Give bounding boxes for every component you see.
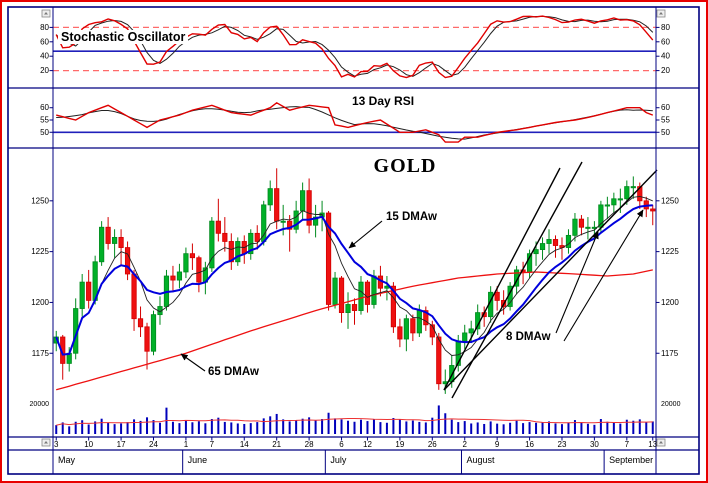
scroll-box-icon[interactable] xyxy=(656,9,666,18)
y-tick-label: 20 xyxy=(661,66,670,75)
price-panel xyxy=(53,161,658,399)
day-tick-label: 19 xyxy=(395,440,404,449)
ma15-line xyxy=(55,204,653,356)
y-tick-label: 80 xyxy=(661,23,670,32)
y-tick-label: 40 xyxy=(40,52,49,61)
y-tick-label: 1200 xyxy=(661,298,679,307)
y-tick-label: 1225 xyxy=(31,247,49,256)
month-label: June xyxy=(188,455,208,465)
axis-layer: 80 80 60 60 40 40 20 20 60 60 55 55 50 50 1250 1250 1225… xyxy=(7,6,700,475)
day-tick-label: 1 xyxy=(184,440,189,449)
scroll-box-icon[interactable] xyxy=(41,9,51,18)
scroll-box-icon[interactable] xyxy=(41,438,51,447)
day-tick-label: 23 xyxy=(558,440,567,449)
day-tick-label: 3 xyxy=(54,440,59,449)
volume-tick-label: 20000 xyxy=(30,401,50,408)
day-tick-label: 26 xyxy=(428,440,437,449)
day-tick-label: 13 xyxy=(648,440,657,449)
day-tick-label: 16 xyxy=(525,440,534,449)
day-tick-label: 28 xyxy=(305,440,314,449)
day-tick-label: 21 xyxy=(272,440,281,449)
rsi-line xyxy=(56,101,654,143)
ma8-line xyxy=(55,196,653,356)
y-tick-label: 50 xyxy=(661,128,670,137)
y-tick-label: 1250 xyxy=(31,196,49,205)
y-tick-label: 1200 xyxy=(31,298,49,307)
day-tick-label: 10 xyxy=(84,440,93,449)
volume-tick-label: 20000 xyxy=(661,401,681,408)
day-tick-label: 9 xyxy=(495,440,500,449)
day-tick-label: 7 xyxy=(625,440,630,449)
day-tick-label: 14 xyxy=(240,440,249,449)
y-tick-label: 1225 xyxy=(661,247,679,256)
trend-line xyxy=(443,167,561,391)
rsi-signal-line xyxy=(56,106,653,140)
y-tick-label: 60 xyxy=(661,103,670,112)
y-tick-label: 80 xyxy=(40,23,49,32)
annotation-arrow xyxy=(348,220,383,249)
month-label: May xyxy=(58,455,76,465)
y-tick-label: 50 xyxy=(40,128,49,137)
stochastic-d-line xyxy=(55,15,654,77)
y-tick-label: 40 xyxy=(661,52,670,61)
day-tick-label: 17 xyxy=(117,440,126,449)
day-tick-label: 6 xyxy=(339,440,344,449)
month-label: August xyxy=(466,455,495,465)
annotation-arrow xyxy=(555,231,599,334)
volume-panel xyxy=(55,405,654,434)
stochastic-panel xyxy=(53,15,656,79)
y-tick-label: 55 xyxy=(40,116,49,125)
month-label: September xyxy=(609,455,653,465)
trend-line xyxy=(443,169,658,391)
y-tick-label: 60 xyxy=(40,37,49,46)
month-label: July xyxy=(330,455,347,465)
scroll-box-icon[interactable] xyxy=(656,438,666,447)
day-tick-label: 7 xyxy=(210,440,215,449)
y-tick-label: 1175 xyxy=(32,349,50,358)
rsi-panel xyxy=(53,101,656,143)
day-tick-label: 12 xyxy=(363,440,372,449)
day-tick-label: 24 xyxy=(149,440,158,449)
y-tick-label: 60 xyxy=(40,103,49,112)
y-tick-label: 55 xyxy=(661,116,670,125)
annotation-arrow xyxy=(180,353,206,372)
day-tick-label: 30 xyxy=(590,440,599,449)
annotation-arrow xyxy=(563,209,644,342)
ma65-line xyxy=(56,269,653,391)
stochastic-k-line xyxy=(55,15,654,79)
y-tick-label: 20 xyxy=(40,66,49,75)
y-tick-label: 1250 xyxy=(661,196,679,205)
day-tick-label: 2 xyxy=(462,440,467,449)
y-tick-label: 60 xyxy=(661,37,670,46)
y-tick-label: 1175 xyxy=(661,349,679,358)
volume-ma-line xyxy=(56,418,653,426)
